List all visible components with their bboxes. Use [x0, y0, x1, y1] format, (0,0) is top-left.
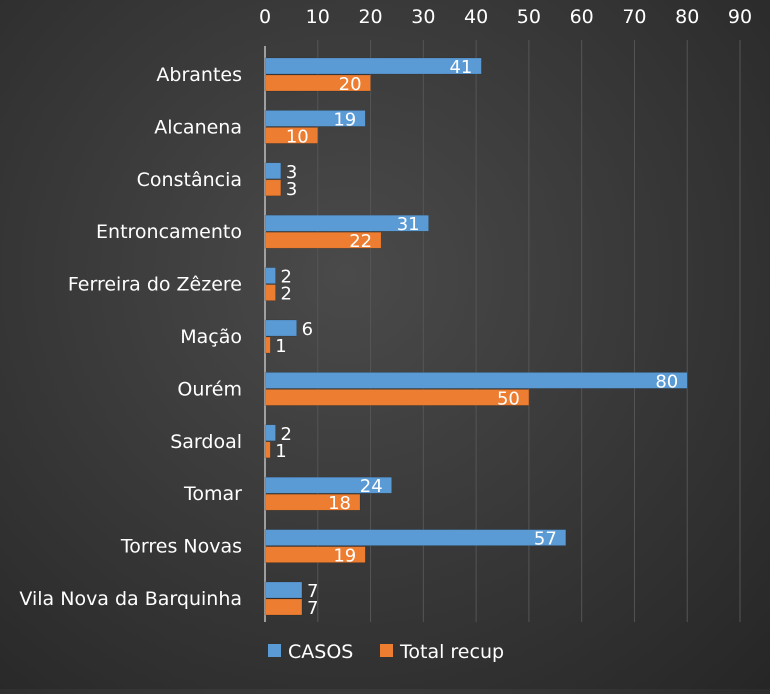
data-label: 2 — [281, 267, 292, 288]
bar-casos — [264, 581, 303, 599]
x-tick-label: 80 — [675, 6, 699, 28]
data-label: 2 — [281, 284, 292, 305]
x-tick-label: 10 — [306, 6, 330, 28]
category-label: Abrantes — [156, 64, 242, 86]
bar-total-recup — [264, 231, 382, 249]
category-label: Entroncamento — [96, 221, 242, 243]
category-label: Ourém — [177, 378, 242, 400]
bar-casos — [264, 267, 276, 284]
data-label: 6 — [302, 319, 313, 340]
bar-total-recup — [264, 441, 271, 459]
x-tick-label: 60 — [570, 6, 594, 28]
category-label: Sardoal — [170, 431, 242, 453]
category-label: Constância — [137, 169, 242, 191]
category-label: Alcanena — [154, 116, 242, 138]
category-label: Mação — [180, 326, 242, 348]
bar-casos — [264, 372, 688, 389]
bar-casos — [264, 424, 276, 442]
category-label: Tomar — [183, 483, 242, 505]
category-label: Torres Novas — [120, 536, 242, 558]
x-tick-label: 30 — [411, 6, 435, 28]
data-label: 7 — [307, 598, 318, 619]
legend-label: Total recup — [399, 641, 504, 663]
bars — [264, 57, 688, 616]
legend: CASOS Total recup — [268, 641, 504, 663]
data-label: 31 — [397, 214, 420, 235]
bar-total-recup — [264, 127, 319, 144]
category-label: Vila Nova da Barquinha — [19, 588, 242, 610]
data-label: 2 — [281, 424, 292, 445]
legend-label: CASOS — [288, 641, 353, 663]
data-label: 3 — [286, 162, 297, 183]
data-label: 20 — [339, 74, 362, 95]
data-label: 7 — [307, 581, 318, 602]
x-tick-label: 70 — [622, 6, 646, 28]
data-label: 10 — [286, 126, 309, 147]
category-labels: Abrantes Alcanena Constância Entroncamento F… — [19, 64, 242, 610]
data-label: 41 — [449, 57, 472, 78]
bar-total-recup — [264, 179, 282, 197]
bar-casos — [264, 476, 392, 494]
bar-total-recup — [264, 598, 303, 616]
data-label: 1 — [275, 336, 286, 357]
bar-total-recup — [264, 74, 371, 92]
legend-swatch — [268, 644, 281, 657]
bar-total-recup — [264, 493, 361, 511]
x-tick-label: 0 — [259, 6, 271, 28]
data-label: 19 — [333, 109, 356, 130]
data-label: 57 — [534, 529, 557, 550]
bar-total-recup — [264, 284, 276, 301]
bar-total-recup — [264, 389, 530, 406]
gridlines — [317, 40, 741, 622]
x-tick-label: 50 — [517, 6, 541, 28]
bar-casos — [264, 319, 297, 337]
bar-casos — [264, 214, 429, 232]
bar-casos — [264, 529, 567, 546]
x-tick-label: 90 — [728, 6, 752, 28]
bar-total-recup — [264, 546, 366, 563]
data-label: 1 — [275, 441, 286, 462]
legend-swatch — [380, 644, 393, 657]
data-label: 50 — [497, 388, 520, 409]
category-label: Ferreira do Zêzere — [68, 274, 242, 296]
data-label: 19 — [333, 546, 356, 567]
bar-casos — [264, 162, 282, 180]
data-label: 18 — [328, 493, 351, 514]
data-label: 3 — [286, 179, 297, 200]
x-axis-tick-labels: 0 10 20 30 40 50 60 70 80 90 — [259, 6, 752, 28]
x-tick-label: 20 — [358, 6, 382, 28]
data-label: 22 — [349, 231, 372, 252]
bar-casos — [264, 110, 366, 127]
bar-casos — [264, 57, 482, 75]
x-tick-label: 40 — [464, 6, 488, 28]
data-label: 80 — [655, 371, 678, 392]
data-label: 24 — [360, 476, 383, 497]
bar-total-recup — [264, 336, 271, 354]
